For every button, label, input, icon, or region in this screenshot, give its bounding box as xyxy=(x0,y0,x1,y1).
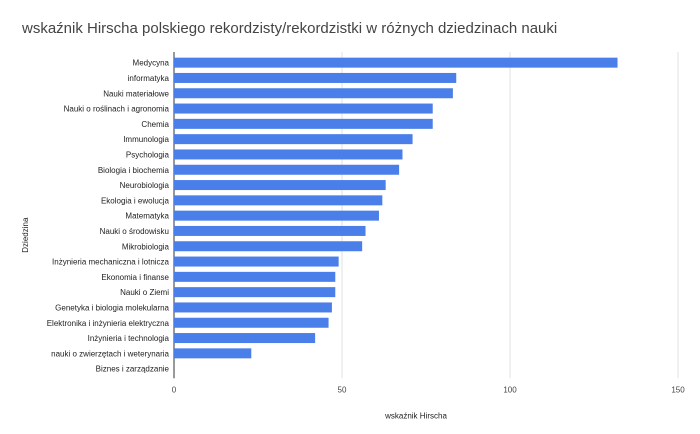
bars xyxy=(174,57,618,359)
bar xyxy=(174,149,403,160)
bar xyxy=(174,302,332,313)
category-label: Mikrobiologia xyxy=(122,242,170,251)
x-tick-label: 150 xyxy=(671,385,685,394)
bar xyxy=(174,72,457,83)
bar xyxy=(174,287,336,298)
bar xyxy=(174,271,336,282)
x-axis-title: wskaźnik Hirscha xyxy=(384,411,447,420)
category-label: Elektronika i inżynieria elektryczna xyxy=(47,319,170,328)
category-label: Chemia xyxy=(141,120,169,129)
category-label: informatyka xyxy=(128,74,170,83)
bar xyxy=(174,88,453,99)
bar xyxy=(174,164,400,175)
category-label: Psychologia xyxy=(126,150,170,159)
category-label: Medycyna xyxy=(133,59,170,68)
bar xyxy=(174,225,366,236)
bar xyxy=(174,180,386,191)
category-label: Inżynieria mechaniczna i lotnicza xyxy=(52,258,169,267)
bar xyxy=(174,103,433,114)
category-label: Neurobiologia xyxy=(120,181,170,190)
category-label: Ekonomia i finanse xyxy=(101,273,169,282)
x-tick-label: 0 xyxy=(172,385,177,394)
x-tick-label: 50 xyxy=(338,385,347,394)
bar xyxy=(174,241,363,252)
category-label: Inżynieria i technologia xyxy=(88,334,170,343)
bar xyxy=(174,348,252,359)
x-tick-labels: 0 50 100 150 xyxy=(172,385,685,394)
bar xyxy=(174,134,413,145)
category-label: Immunologia xyxy=(123,135,169,144)
bar xyxy=(174,210,379,221)
category-label: Biologia i biochemia xyxy=(98,166,170,175)
category-label: Nauki o Ziemi xyxy=(120,288,169,297)
category-label: nauki o zwierzętach i weterynaria xyxy=(51,349,169,358)
bar xyxy=(174,195,383,206)
bar xyxy=(174,118,433,129)
x-tick-label: 100 xyxy=(503,385,517,394)
category-label: Biznes i zarządzanie xyxy=(96,365,170,374)
bar xyxy=(174,256,339,267)
category-label: Ekologia i ewolucja xyxy=(101,196,170,205)
category-label: Nauki o środowisku xyxy=(100,227,169,236)
category-label: Nauki o roślinach i agronomia xyxy=(64,105,170,114)
bar xyxy=(174,57,618,68)
category-label: Nauki materiałowe xyxy=(103,89,169,98)
category-label: Matematyka xyxy=(125,212,169,221)
y-axis-title: Dziedzina xyxy=(21,217,30,253)
category-label: Genetyka i biologia molekularna xyxy=(55,303,169,312)
category-labels: Medycyna informatyka Nauki materiałowe Nauk… xyxy=(47,59,170,374)
chart-title: wskaźnik Hirscha polskiego rekordzisty/r… xyxy=(22,20,558,37)
bar xyxy=(174,317,329,328)
bar xyxy=(174,333,316,344)
